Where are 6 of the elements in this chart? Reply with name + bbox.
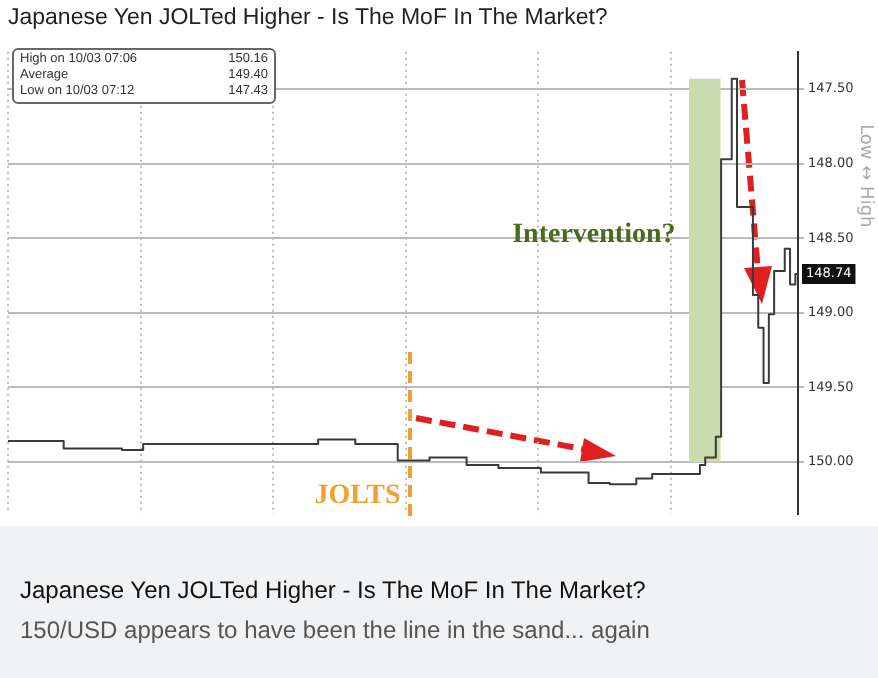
chart-title: Japanese Yen JOLTed Higher - Is The MoF In The Market?: [8, 6, 608, 30]
annotation: Intervention?: [512, 219, 676, 250]
text: 150/USD appears to have been the line in the sand... again: [20, 616, 650, 644]
text: Japanese Yen JOLTed Higher - Is The MoF In The Market?: [20, 576, 646, 604]
text: Low ↔ High: [855, 124, 876, 228]
annotation: JOLTS: [314, 481, 402, 512]
